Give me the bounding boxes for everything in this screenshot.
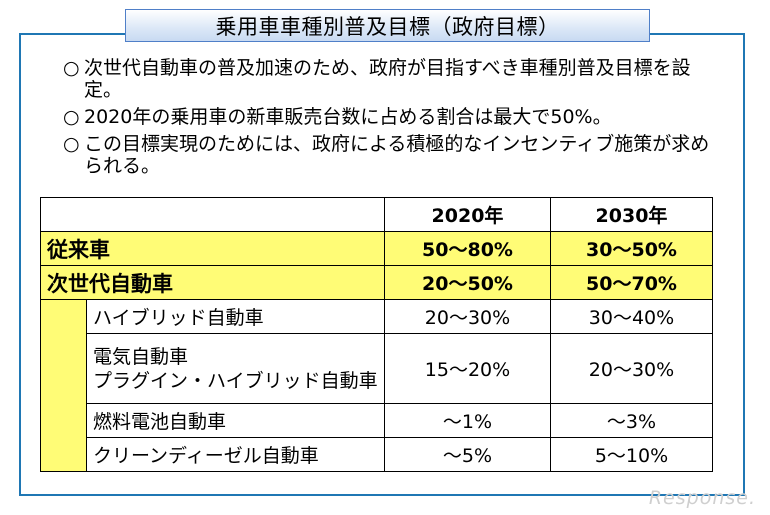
table-row: クリーンディーゼル自動車 〜5% 5〜10% (41, 437, 713, 472)
header-2030: 2030年 (550, 197, 713, 232)
value-2030: 5〜10% (550, 437, 713, 472)
goals-table: 2020年 2030年 従来車 50〜80% 30〜50% 次世代自動車 20〜… (40, 197, 713, 472)
table-row: 電気自動車 プラグイン・ハイブリッド自動車 15〜20% 20〜30% (41, 333, 713, 404)
row-label-line: 電気自動車 (93, 345, 189, 368)
bullet-circle-icon: ○ (63, 133, 80, 155)
row-label-next-gen: 次世代自動車 (40, 265, 385, 300)
value-2030: 30〜40% (550, 299, 713, 334)
value-2020: 15〜20% (384, 333, 551, 404)
bullet-text: 2020年の乗用車の新車販売台数に占める割合は最大で50%。 (84, 106, 612, 128)
value-2020: 〜1% (384, 403, 551, 438)
response-watermark: Response. (648, 487, 756, 509)
value-2020: 20〜50% (384, 265, 551, 300)
table-row: 燃料電池自動車 〜1% 〜3% (41, 403, 713, 438)
next-gen-indent-cell (40, 299, 87, 472)
bullet-list: ○ 次世代自動車の普及加速のため、政府が目指すべき車種別普及目標を設定。 ○ 2… (63, 57, 723, 182)
row-label-conventional: 従来車 (40, 231, 385, 266)
bullet-text: この目標実現のためには、政府による積極的なインセンティブ施策が求められる。 (84, 133, 710, 177)
header-blank-cell (40, 197, 385, 232)
value-2030: 20〜30% (550, 333, 713, 404)
page-title-text: 乗用車車種別普及目標（政府目標） (215, 14, 560, 39)
page-title: 乗用車車種別普及目標（政府目標） (125, 9, 650, 42)
row-label-line: プラグイン・ハイブリッド自動車 (93, 369, 378, 392)
table-row: 従来車 50〜80% 30〜50% (40, 231, 713, 266)
row-label-fuel-cell: 燃料電池自動車 (86, 403, 385, 438)
value-2020: 〜5% (384, 437, 551, 472)
bullet-circle-icon: ○ (63, 106, 80, 128)
bullet-item: ○ 次世代自動車の普及加速のため、政府が目指すべき車種別普及目標を設定。 (63, 57, 723, 101)
row-label-hybrid: ハイブリッド自動車 (86, 299, 385, 334)
value-2020: 50〜80% (384, 231, 551, 266)
table-row: 次世代自動車 20〜50% 50〜70% (40, 265, 713, 300)
value-2020: 20〜30% (384, 299, 551, 334)
row-label-ev-phev: 電気自動車 プラグイン・ハイブリッド自動車 (86, 333, 385, 404)
value-2030: 30〜50% (550, 231, 713, 266)
bullet-item: ○ 2020年の乗用車の新車販売台数に占める割合は最大で50%。 (63, 106, 723, 128)
value-2030: 〜3% (550, 403, 713, 438)
header-2020: 2020年 (384, 197, 551, 232)
table-row: ハイブリッド自動車 20〜30% 30〜40% (40, 299, 713, 472)
bullet-circle-icon: ○ (63, 57, 80, 79)
value-2030: 50〜70% (550, 265, 713, 300)
table-header-row: 2020年 2030年 (40, 197, 713, 232)
row-label-clean-diesel: クリーンディーゼル自動車 (86, 437, 385, 472)
bullet-item: ○ この目標実現のためには、政府による積極的なインセンティブ施策が求められる。 (63, 133, 723, 177)
bullet-text: 次世代自動車の普及加速のため、政府が目指すべき車種別普及目標を設定。 (84, 57, 691, 101)
